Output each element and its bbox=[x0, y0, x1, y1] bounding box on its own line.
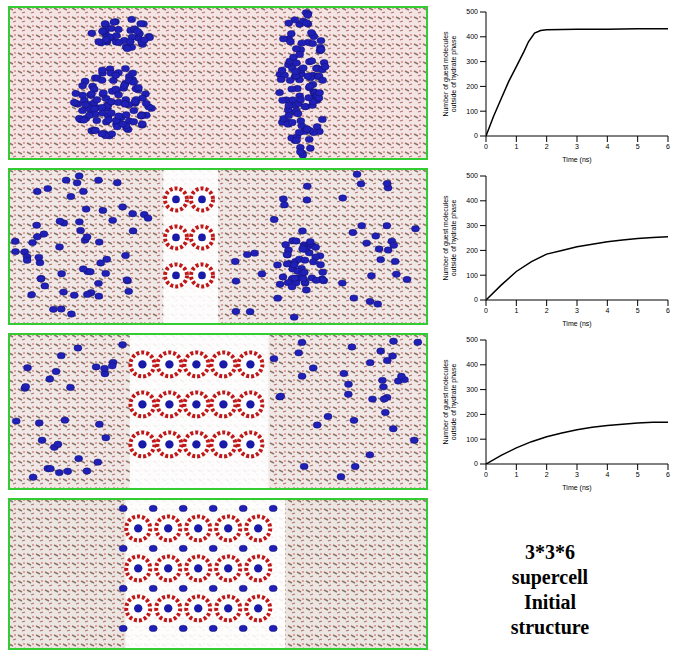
svg-text:5: 5 bbox=[636, 307, 640, 314]
svg-text:2: 2 bbox=[545, 143, 549, 150]
svg-text:200: 200 bbox=[466, 411, 478, 418]
svg-text:500: 500 bbox=[466, 172, 478, 179]
svg-text:6: 6 bbox=[666, 471, 670, 478]
svg-text:3: 3 bbox=[575, 307, 579, 314]
svg-text:2: 2 bbox=[545, 307, 549, 314]
svg-text:400: 400 bbox=[466, 33, 478, 40]
svg-text:6: 6 bbox=[666, 307, 670, 314]
svg-text:100: 100 bbox=[466, 108, 478, 115]
svg-text:1: 1 bbox=[514, 471, 518, 478]
svg-text:Time (ns): Time (ns) bbox=[562, 320, 591, 328]
svg-text:400: 400 bbox=[466, 197, 478, 204]
svg-text:0: 0 bbox=[474, 296, 478, 303]
html-text:Number of guest molecules: Number of guest molecules bbox=[442, 31, 449, 117]
svg-text:5: 5 bbox=[636, 471, 640, 478]
svg-text:5: 5 bbox=[636, 143, 640, 150]
svg-text:3: 3 bbox=[575, 471, 579, 478]
svg-text:0: 0 bbox=[484, 307, 488, 314]
svg-text:500: 500 bbox=[466, 8, 478, 15]
svg-text:200: 200 bbox=[466, 247, 478, 254]
svg-text:4: 4 bbox=[605, 143, 609, 150]
svg-text:300: 300 bbox=[466, 386, 478, 393]
svg-text:100: 100 bbox=[466, 436, 478, 443]
html-text:3*3*6: 3*3*6 bbox=[525, 541, 575, 563]
html-text:structure: structure bbox=[510, 616, 590, 638]
html-text:outside of hydrate phase: outside of hydrate phase bbox=[450, 199, 457, 277]
svg-text:200: 200 bbox=[466, 83, 478, 90]
svg-text:0: 0 bbox=[474, 132, 478, 139]
svg-text:0: 0 bbox=[484, 471, 488, 478]
svg-text:300: 300 bbox=[466, 222, 478, 229]
svg-text:3: 3 bbox=[575, 143, 579, 150]
svg-text:Time (ns): Time (ns) bbox=[562, 484, 591, 492]
svg-text:2: 2 bbox=[545, 471, 549, 478]
svg-text:300: 300 bbox=[466, 58, 478, 65]
svg-text:Time (ns): Time (ns) bbox=[562, 156, 591, 164]
html-text:Number of guest molecules: Number of guest molecules bbox=[442, 195, 449, 281]
svg-text:100: 100 bbox=[466, 272, 478, 279]
html-text:Initial: Initial bbox=[523, 591, 577, 613]
svg-text:0: 0 bbox=[484, 143, 488, 150]
html-text:outside of hydrate phase: outside of hydrate phase bbox=[450, 35, 457, 113]
html-text:supercell: supercell bbox=[511, 566, 589, 588]
svg-text:1: 1 bbox=[514, 307, 518, 314]
svg-text:4: 4 bbox=[605, 307, 609, 314]
html-text:outside of hydrate phase: outside of hydrate phase bbox=[450, 363, 457, 441]
svg-text:0: 0 bbox=[474, 460, 478, 467]
svg-text:4: 4 bbox=[605, 471, 609, 478]
svg-text:500: 500 bbox=[466, 336, 478, 343]
svg-text:6: 6 bbox=[666, 143, 670, 150]
svg-text:1: 1 bbox=[514, 143, 518, 150]
html-text:Number of guest molecules: Number of guest molecules bbox=[442, 359, 449, 445]
svg-text:400: 400 bbox=[466, 361, 478, 368]
